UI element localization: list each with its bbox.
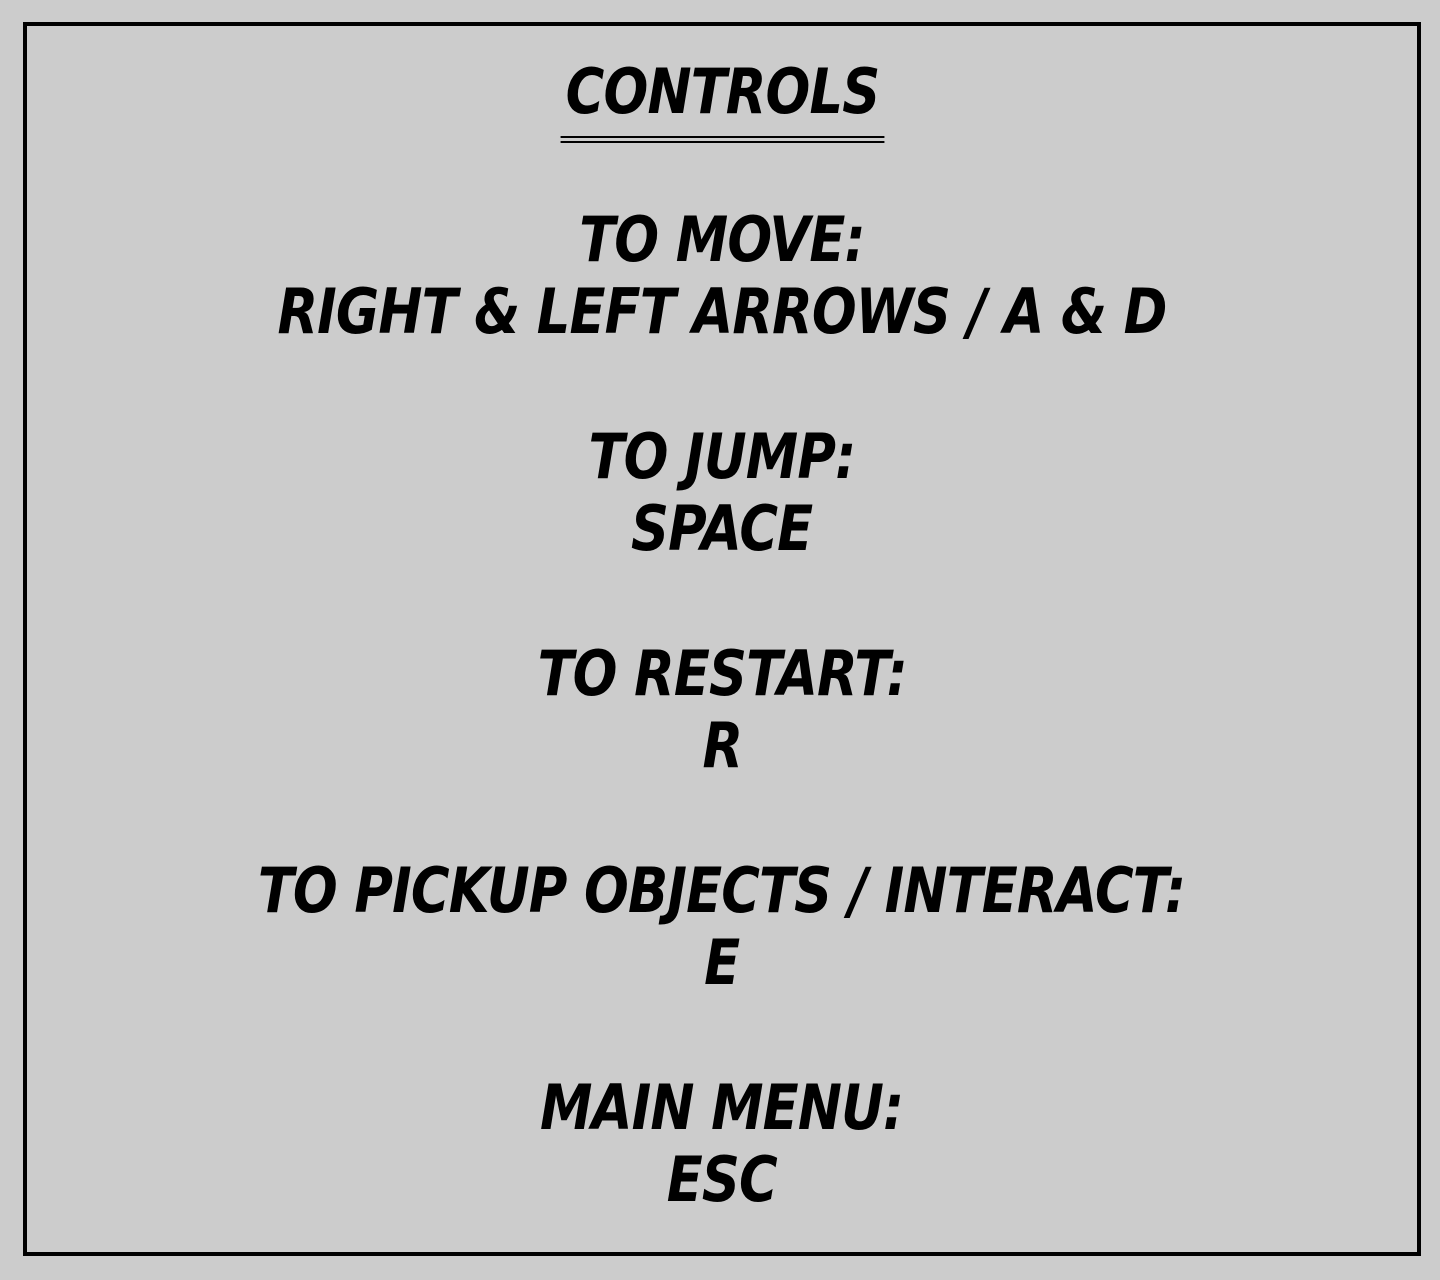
move-label: TO MOVE: xyxy=(579,203,865,276)
menu-label: MAIN MENU: xyxy=(540,1071,904,1144)
move-controls: TO MOVE: RIGHT & LEFT ARROWS / A & D xyxy=(27,204,1417,348)
controls-panel: CONTROLS TO MOVE: RIGHT & LEFT ARROWS / … xyxy=(23,22,1421,1256)
jump-keys: SPACE xyxy=(631,492,813,565)
controls-title: CONTROLS xyxy=(560,56,884,143)
interact-keys: E xyxy=(704,926,740,999)
move-keys: RIGHT & LEFT ARROWS / A & D xyxy=(277,275,1167,348)
jump-controls: TO JUMP: SPACE xyxy=(27,421,1417,565)
restart-label: TO RESTART: xyxy=(537,637,907,710)
restart-controls: TO RESTART: R xyxy=(27,638,1417,782)
menu-controls: MAIN MENU: ESC xyxy=(27,1072,1417,1216)
jump-label: TO JUMP: xyxy=(588,420,857,493)
interact-label: TO PICKUP OBJECTS / INTERACT: xyxy=(258,854,1186,927)
interact-controls: TO PICKUP OBJECTS / INTERACT: E xyxy=(27,855,1417,999)
menu-keys: ESC xyxy=(666,1143,778,1216)
title-container: CONTROLS xyxy=(27,56,1417,143)
restart-keys: R xyxy=(702,709,743,782)
